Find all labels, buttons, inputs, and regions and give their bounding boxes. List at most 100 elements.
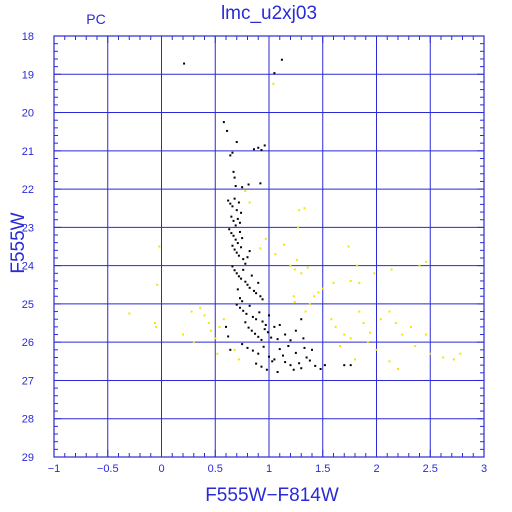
data-point bbox=[369, 331, 372, 334]
data-point bbox=[231, 265, 234, 268]
data-point bbox=[233, 348, 236, 351]
data-point bbox=[238, 297, 241, 300]
data-point bbox=[257, 146, 260, 149]
data-point bbox=[233, 197, 236, 200]
y-tick-label: 21 bbox=[22, 146, 34, 158]
y-tick-label: 29 bbox=[22, 452, 34, 464]
data-point bbox=[260, 338, 263, 341]
y-tick-label: 22 bbox=[22, 184, 34, 196]
data-point bbox=[192, 341, 195, 344]
data-point bbox=[356, 264, 359, 267]
y-tick-label: 23 bbox=[22, 222, 34, 234]
data-point bbox=[281, 354, 284, 357]
data-point bbox=[235, 303, 238, 306]
data-point bbox=[242, 309, 245, 312]
data-point bbox=[366, 341, 369, 344]
data-point bbox=[228, 228, 231, 231]
data-point bbox=[246, 256, 249, 259]
data-point bbox=[214, 337, 217, 340]
data-point bbox=[289, 339, 292, 342]
data-point bbox=[259, 182, 262, 185]
data-point bbox=[397, 367, 399, 370]
x-tick-label: −1 bbox=[48, 463, 61, 475]
data-point bbox=[258, 311, 261, 314]
data-point bbox=[289, 364, 292, 367]
data-point bbox=[232, 219, 235, 222]
data-point bbox=[248, 250, 251, 253]
data-point bbox=[255, 362, 258, 365]
data-point bbox=[259, 247, 262, 250]
data-point bbox=[229, 202, 232, 205]
data-point bbox=[250, 274, 253, 277]
data-point bbox=[242, 268, 245, 271]
data-point bbox=[235, 209, 238, 212]
data-point bbox=[334, 325, 337, 328]
data-point bbox=[313, 295, 316, 298]
camera-label: PC bbox=[86, 11, 105, 27]
data-point bbox=[268, 355, 270, 358]
data-point bbox=[260, 149, 263, 152]
data-point bbox=[245, 312, 248, 315]
data-point bbox=[273, 72, 276, 75]
data-point bbox=[240, 246, 243, 249]
data-point bbox=[424, 333, 427, 336]
data-point bbox=[248, 286, 251, 289]
data-point bbox=[234, 238, 237, 241]
data-point bbox=[330, 318, 333, 321]
data-point bbox=[241, 300, 244, 303]
data-point bbox=[244, 280, 247, 283]
data-point bbox=[259, 295, 262, 298]
data-point bbox=[390, 268, 393, 271]
data-point bbox=[250, 329, 253, 332]
data-point bbox=[306, 266, 309, 269]
chart-title: lmc_u2xj03 bbox=[221, 3, 317, 24]
data-point bbox=[227, 199, 230, 202]
data-point bbox=[287, 345, 290, 348]
data-point bbox=[247, 326, 250, 329]
data-point bbox=[154, 322, 157, 325]
data-point bbox=[278, 348, 281, 351]
data-point bbox=[308, 302, 311, 305]
data-point bbox=[216, 352, 219, 355]
data-point bbox=[373, 272, 376, 275]
data-point bbox=[199, 306, 202, 309]
data-point bbox=[379, 318, 382, 321]
x-tick-label: 0 bbox=[158, 463, 164, 475]
data-point bbox=[203, 314, 206, 317]
data-point bbox=[234, 185, 237, 188]
data-point bbox=[321, 287, 324, 290]
data-point bbox=[278, 323, 281, 326]
data-point bbox=[231, 151, 234, 154]
data-point bbox=[429, 352, 432, 355]
data-point bbox=[222, 121, 225, 124]
data-point bbox=[263, 144, 266, 147]
data-point bbox=[266, 331, 269, 334]
data-point bbox=[332, 281, 335, 284]
data-point bbox=[294, 351, 297, 354]
x-tick-label: 0.5 bbox=[208, 463, 223, 475]
data-point bbox=[158, 245, 161, 248]
data-point bbox=[251, 315, 254, 318]
data-point bbox=[300, 272, 303, 275]
data-point bbox=[236, 242, 239, 245]
data-point bbox=[229, 154, 232, 157]
data-point bbox=[232, 170, 235, 173]
data-point bbox=[234, 224, 237, 227]
data-point bbox=[424, 260, 427, 263]
data-point bbox=[349, 337, 352, 340]
x-tick-label: −0.5 bbox=[97, 463, 119, 475]
data-point bbox=[293, 268, 296, 271]
data-point bbox=[241, 186, 244, 189]
data-point bbox=[273, 358, 276, 361]
y-tick-label: 28 bbox=[22, 414, 34, 426]
data-point bbox=[263, 328, 266, 331]
data-point bbox=[308, 359, 311, 362]
data-point bbox=[235, 272, 238, 275]
data-point bbox=[246, 283, 249, 286]
data-point bbox=[190, 310, 193, 313]
data-point bbox=[276, 371, 279, 374]
data-point bbox=[304, 310, 307, 313]
data-point bbox=[300, 318, 303, 321]
data-point bbox=[442, 356, 445, 359]
data-point bbox=[349, 364, 352, 367]
